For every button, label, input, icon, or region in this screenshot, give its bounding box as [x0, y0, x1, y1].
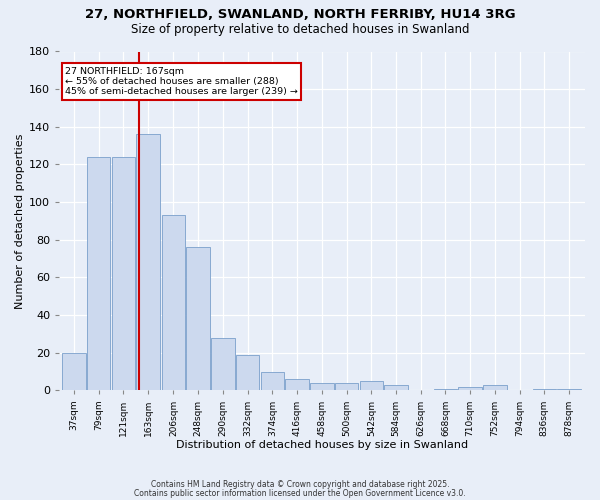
Bar — [359, 381, 383, 390]
Bar — [384, 385, 408, 390]
Bar — [483, 385, 506, 390]
Text: Contains HM Land Registry data © Crown copyright and database right 2025.: Contains HM Land Registry data © Crown c… — [151, 480, 449, 489]
Bar — [236, 354, 259, 390]
Bar — [533, 388, 556, 390]
Text: Contains public sector information licensed under the Open Government Licence v3: Contains public sector information licen… — [134, 488, 466, 498]
Bar — [260, 372, 284, 390]
Text: 27, NORTHFIELD, SWANLAND, NORTH FERRIBY, HU14 3RG: 27, NORTHFIELD, SWANLAND, NORTH FERRIBY,… — [85, 8, 515, 20]
Bar — [458, 386, 482, 390]
Bar — [335, 383, 358, 390]
X-axis label: Distribution of detached houses by size in Swanland: Distribution of detached houses by size … — [176, 440, 468, 450]
Bar — [87, 157, 110, 390]
Y-axis label: Number of detached properties: Number of detached properties — [15, 134, 25, 308]
Text: 27 NORTHFIELD: 167sqm
← 55% of detached houses are smaller (288)
45% of semi-det: 27 NORTHFIELD: 167sqm ← 55% of detached … — [65, 66, 298, 96]
Bar — [434, 388, 457, 390]
Bar — [162, 216, 185, 390]
Bar — [62, 353, 86, 391]
Text: Size of property relative to detached houses in Swanland: Size of property relative to detached ho… — [131, 22, 469, 36]
Bar — [211, 338, 235, 390]
Bar — [112, 157, 135, 390]
Bar — [286, 379, 309, 390]
Bar — [310, 383, 334, 390]
Bar — [136, 134, 160, 390]
Bar — [187, 248, 210, 390]
Bar — [557, 388, 581, 390]
